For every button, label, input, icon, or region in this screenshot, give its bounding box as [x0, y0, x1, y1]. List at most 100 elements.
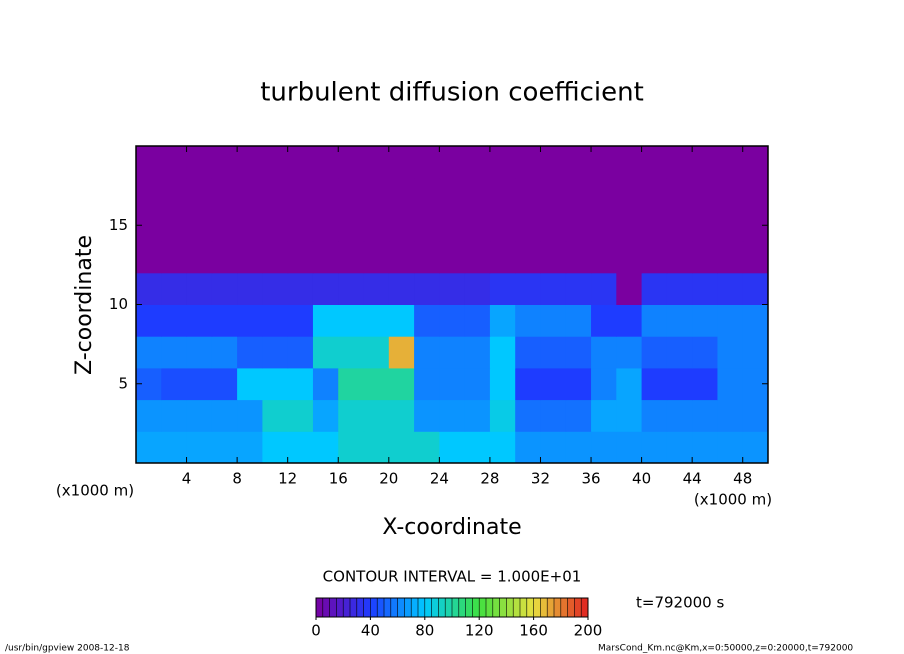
field-cell: [414, 367, 440, 401]
colorbar-segment: [499, 598, 507, 617]
field-cell: [717, 336, 744, 369]
field-cell: [717, 304, 744, 337]
colorbar-tick-label: 80: [415, 622, 434, 640]
colorbar-segment: [363, 598, 371, 617]
field-cell: [515, 209, 541, 242]
field-cell: [237, 367, 263, 401]
colorbar-segment: [390, 598, 398, 617]
field-cell: [641, 272, 668, 305]
field-cell: [312, 431, 339, 464]
field-cell: [565, 336, 592, 369]
field-cell: [616, 177, 643, 210]
field-cell: [540, 272, 567, 305]
field-cell: [616, 146, 643, 179]
field-cell: [666, 272, 693, 305]
field-cell: [186, 336, 213, 369]
field-cell: [565, 399, 592, 432]
colorbar-frame: [315, 597, 589, 618]
field-cell: [641, 336, 668, 369]
field-cell: [666, 336, 693, 369]
field-cell: [161, 304, 188, 337]
field-cell: [616, 209, 643, 242]
field-cell: [414, 431, 440, 464]
field-cell: [591, 272, 617, 305]
field-cell: [540, 399, 567, 432]
colorbar-segment: [370, 598, 378, 617]
field-cell: [363, 209, 390, 242]
field-cell: [641, 431, 668, 464]
field-cell: [363, 304, 390, 337]
x-unit-label: (x1000 m): [56, 482, 134, 500]
field-cell: [211, 177, 238, 210]
field-cell: [237, 336, 263, 369]
field-cell: [161, 241, 188, 274]
field-cell: [464, 304, 491, 337]
field-cell: [414, 272, 440, 305]
colorbar-segment: [336, 598, 344, 617]
colorbar-tick-label: 160: [519, 622, 548, 640]
field-cell: [464, 431, 491, 464]
field-cell: [287, 272, 314, 305]
field-cell: [237, 304, 263, 337]
colorbar-tick-label: 40: [361, 622, 380, 640]
colorbar-segment: [424, 598, 432, 617]
field-cell: [489, 209, 516, 242]
field-cell: [312, 367, 339, 401]
field-cell: [692, 272, 718, 305]
field-cell: [692, 209, 718, 242]
field-cell: [489, 399, 516, 432]
field-cell: [616, 336, 643, 369]
field-cell: [717, 146, 744, 179]
colorbar-segment: [438, 598, 446, 617]
field-cell: [666, 399, 693, 432]
field-cell: [136, 177, 162, 210]
y-tick-label: 5: [118, 374, 128, 392]
field-cell: [692, 177, 718, 210]
field-cell: [312, 177, 339, 210]
field-cell: [489, 241, 516, 274]
colorbar-segment: [350, 598, 358, 617]
field-cell: [211, 146, 238, 179]
field-cell: [262, 304, 289, 337]
field-cell: [439, 431, 466, 464]
field-cell: [439, 241, 466, 274]
field-cell: [616, 272, 643, 305]
field-cell: [312, 336, 339, 369]
colorbar-segment: [526, 598, 534, 617]
field-cell: [338, 241, 365, 274]
field-cell: [312, 146, 339, 179]
colorbar-segment: [377, 598, 385, 617]
colorbar-segment: [513, 598, 521, 617]
field-cell: [464, 367, 491, 401]
field-cell: [515, 272, 541, 305]
colorbar-segment: [452, 598, 460, 617]
colorbar-segment: [581, 598, 589, 617]
field-cell: [616, 399, 643, 432]
field-cell: [237, 146, 263, 179]
x-tick-label: 28: [480, 470, 499, 488]
field-cell: [312, 304, 339, 337]
field-cell: [717, 241, 744, 274]
field-cell: [742, 177, 769, 210]
field-cell: [439, 146, 466, 179]
field-cell: [338, 367, 365, 401]
field-cell: [338, 336, 365, 369]
field-cell: [388, 209, 415, 242]
colorbar-segment: [458, 598, 466, 617]
field-cell: [262, 336, 289, 369]
field-cell: [641, 399, 668, 432]
field-cell: [439, 177, 466, 210]
field-cell: [338, 304, 365, 337]
field-cell: [262, 177, 289, 210]
colorbar-segment: [431, 598, 439, 617]
field-cell: [262, 209, 289, 242]
field-cell: [489, 272, 516, 305]
x-tick-label: 20: [379, 470, 398, 488]
field-cell: [161, 272, 188, 305]
field-cell: [489, 146, 516, 179]
field-cell: [388, 146, 415, 179]
field-cell: [565, 146, 592, 179]
field-cell: [186, 304, 213, 337]
field-cell: [565, 367, 592, 401]
